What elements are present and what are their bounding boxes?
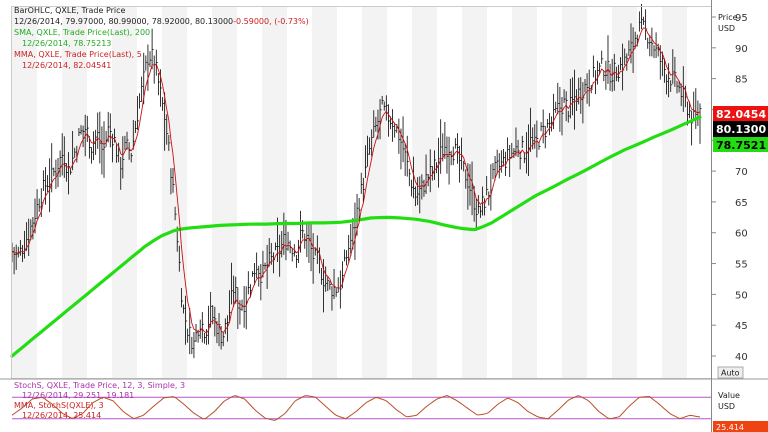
stoch-tag-text: 25.414 (716, 423, 744, 432)
stoch-line (11, 394, 701, 421)
price-axis-unit: USD (718, 24, 735, 33)
legend-price-values: 12/26/2014, 79.97000, 80.99000, 78.92000… (14, 17, 233, 26)
price-tick-label: 45 (735, 321, 748, 332)
grid-stripe (212, 7, 237, 378)
mma-value-tag: 82.0454 (713, 106, 768, 121)
legend-sma-value: 12/26/2014, 78.75213 (22, 39, 111, 48)
sma-200-line (10, 115, 702, 358)
mma-tag-text: 82.0454 (716, 108, 766, 121)
grid-stripe (662, 7, 687, 378)
legend-mma-value: 12/26/2014, 82.04541 (22, 61, 111, 70)
legend-price-header: BarOHLC, QXLE, Trade Price (14, 6, 126, 15)
grid-stripe (62, 7, 87, 378)
value-axis-title: Value (718, 391, 740, 400)
price-tick-label: 95 (735, 13, 748, 24)
legend-mma2-header: MMA, StochS(QXLE), 3 (14, 401, 104, 410)
price-tick-label: 50 (735, 290, 748, 301)
sma-tag-text: 78.7521 (716, 139, 766, 152)
price-tick-label: 70 (735, 167, 748, 178)
legend-mma2-value: 12/26/2014, 25.414 (22, 411, 101, 420)
price-axis-title: Price (718, 13, 738, 22)
close-tag-text: 80.1300 (716, 123, 766, 136)
legend-mma-header: MMA, QXLE, Trade Price(Last), 5 (14, 50, 142, 59)
legend-stoch-header: StochS, QXLE, Trade Price, 12, 3, Simple… (14, 381, 185, 390)
price-tick-label: 90 (735, 44, 748, 55)
grid-stripe (162, 7, 187, 378)
grid-stripe (12, 7, 37, 378)
legend-price-line: 12/26/2014, 79.97000, 80.99000, 78.92000… (14, 17, 309, 26)
price-tick-label: 60 (735, 229, 748, 240)
value-axis-unit: USD (718, 402, 735, 411)
legend-sma-header: SMA, QXLE, Trade Price(Last), 200 (14, 28, 150, 37)
grid-stripe (112, 7, 137, 378)
grid-stripe (412, 7, 437, 378)
price-tick-label: 55 (735, 260, 748, 271)
close-value-tag: 80.1300 (713, 121, 768, 137)
sma-value-tag: 78.7521 (713, 137, 768, 152)
legend-stoch-value: 12/26/2014, 29.251, 19.181 (22, 391, 134, 400)
grid-stripe (362, 7, 387, 378)
price-panel-stripes (12, 7, 687, 378)
price-tick-label: 85 (735, 75, 748, 86)
price-tick-label: 65 (735, 198, 748, 209)
grid-stripe (562, 7, 587, 378)
grid-stripe (262, 7, 287, 378)
auto-scale-button[interactable]: Auto (717, 366, 744, 379)
grid-stripe (312, 7, 337, 378)
grid-stripe (512, 7, 537, 378)
mma-5-line (11, 27, 701, 334)
stoch-value-tag: 25.414 (713, 421, 768, 432)
legend-price-change: -0.59000, (-0.73%) (233, 17, 309, 26)
price-axis: 959085807570656055504540 (711, 13, 748, 363)
price-tick-label: 40 (735, 352, 748, 363)
auto-scale-label: Auto (721, 369, 740, 378)
